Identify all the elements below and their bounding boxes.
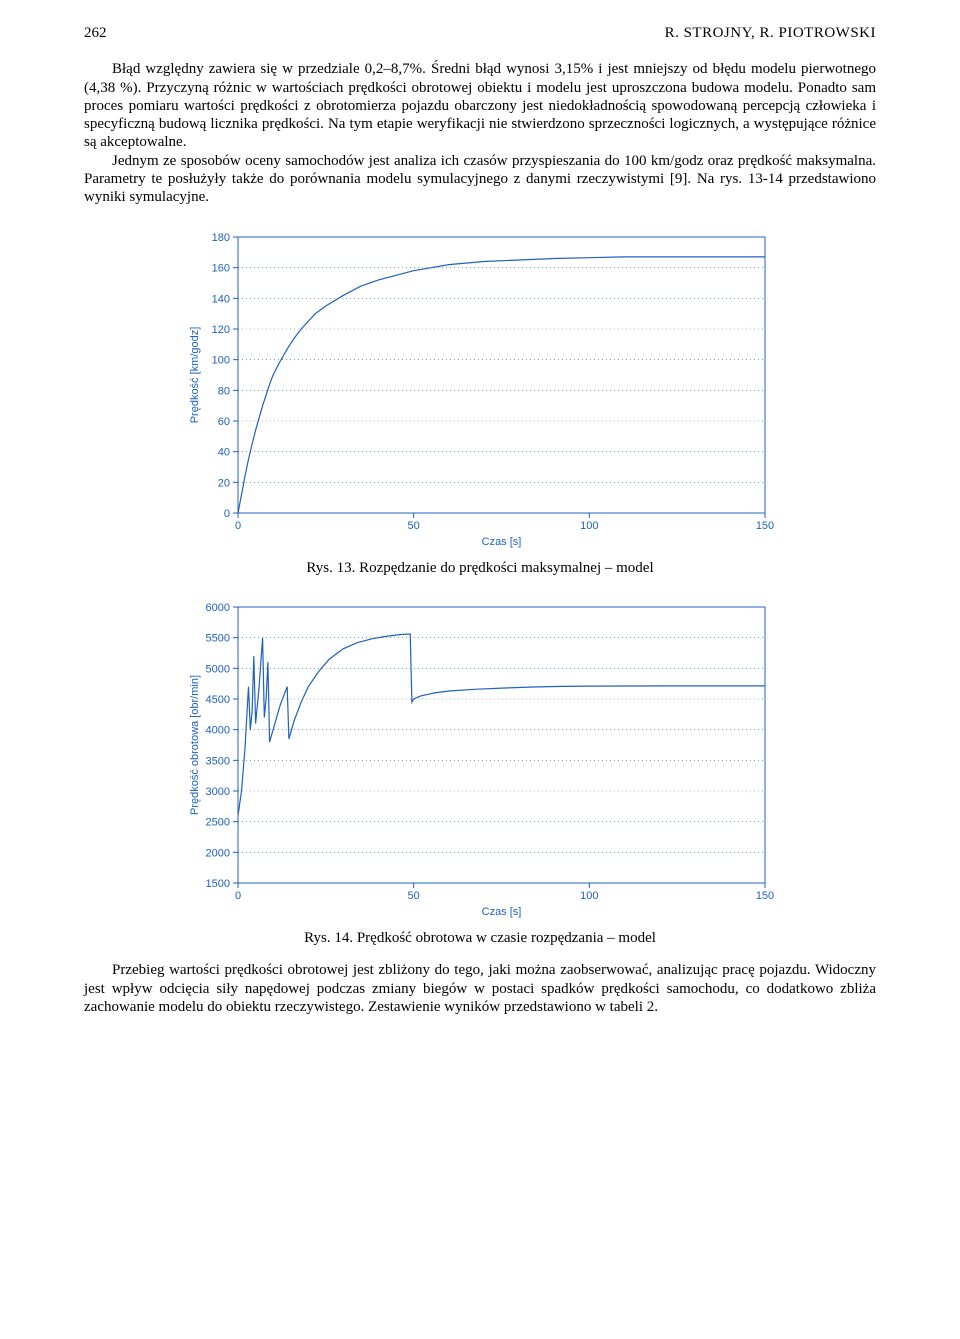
chart-speed-vs-time: 0 50 100 150 0 20 40 60 80 100 120 140 160 180 Czas [s… xyxy=(180,223,780,553)
svg-text:0: 0 xyxy=(235,890,241,902)
svg-text:5000: 5000 xyxy=(206,663,230,675)
svg-text:120: 120 xyxy=(212,324,230,336)
figure-14-caption: Rys. 14. Prędkość obrotowa w czasie rozp… xyxy=(84,929,876,947)
paragraph-2: Jednym ze sposobów oceny samochodów jest… xyxy=(84,152,876,207)
svg-text:5500: 5500 xyxy=(206,633,230,645)
svg-text:1500: 1500 xyxy=(206,878,230,890)
paragraph-3: Przebieg wartości prędkości obrotowej je… xyxy=(84,961,876,1016)
svg-text:2500: 2500 xyxy=(206,817,230,829)
svg-text:150: 150 xyxy=(756,520,774,532)
header-authors: R. STROJNY, R. PIOTROWSKI xyxy=(665,24,876,42)
page-header: 262 R. STROJNY, R. PIOTROWSKI xyxy=(84,24,876,42)
svg-text:50: 50 xyxy=(408,520,420,532)
svg-text:40: 40 xyxy=(218,446,230,458)
chart-rpm-vs-time: 0 50 100 150 1500 2000 2500 3000 3500 4000 4500 500… xyxy=(180,593,780,923)
figure-13: 0 50 100 150 0 20 40 60 80 100 120 140 160 180 Czas [s… xyxy=(84,223,876,553)
svg-text:160: 160 xyxy=(212,262,230,274)
svg-text:Prędkość obrotowa [obr/min]: Prędkość obrotowa [obr/min] xyxy=(189,675,201,815)
svg-text:140: 140 xyxy=(212,293,230,305)
svg-text:2000: 2000 xyxy=(206,847,230,859)
svg-text:3500: 3500 xyxy=(206,755,230,767)
svg-text:Czas [s]: Czas [s] xyxy=(482,536,522,548)
figure-13-caption: Rys. 13. Rozpędzanie do prędkości maksym… xyxy=(84,559,876,577)
svg-text:4000: 4000 xyxy=(206,725,230,737)
svg-text:0: 0 xyxy=(235,520,241,532)
svg-text:60: 60 xyxy=(218,416,230,428)
svg-text:50: 50 xyxy=(408,890,420,902)
svg-text:80: 80 xyxy=(218,385,230,397)
svg-text:100: 100 xyxy=(212,354,230,366)
svg-text:20: 20 xyxy=(218,477,230,489)
svg-text:Czas [s]: Czas [s] xyxy=(482,906,522,918)
svg-text:100: 100 xyxy=(580,890,598,902)
page-number: 262 xyxy=(84,24,107,42)
svg-text:4500: 4500 xyxy=(206,694,230,706)
svg-text:3000: 3000 xyxy=(206,786,230,798)
figure-14: 0 50 100 150 1500 2000 2500 3000 3500 4000 4500 500… xyxy=(84,593,876,923)
svg-text:Prędkość [km/godz]: Prędkość [km/godz] xyxy=(189,326,201,423)
svg-text:180: 180 xyxy=(212,232,230,244)
paragraph-1: Błąd względny zawiera się w przedziale 0… xyxy=(84,60,876,151)
svg-text:6000: 6000 xyxy=(206,602,230,614)
svg-text:100: 100 xyxy=(580,520,598,532)
svg-text:150: 150 xyxy=(756,890,774,902)
svg-text:0: 0 xyxy=(224,508,230,520)
